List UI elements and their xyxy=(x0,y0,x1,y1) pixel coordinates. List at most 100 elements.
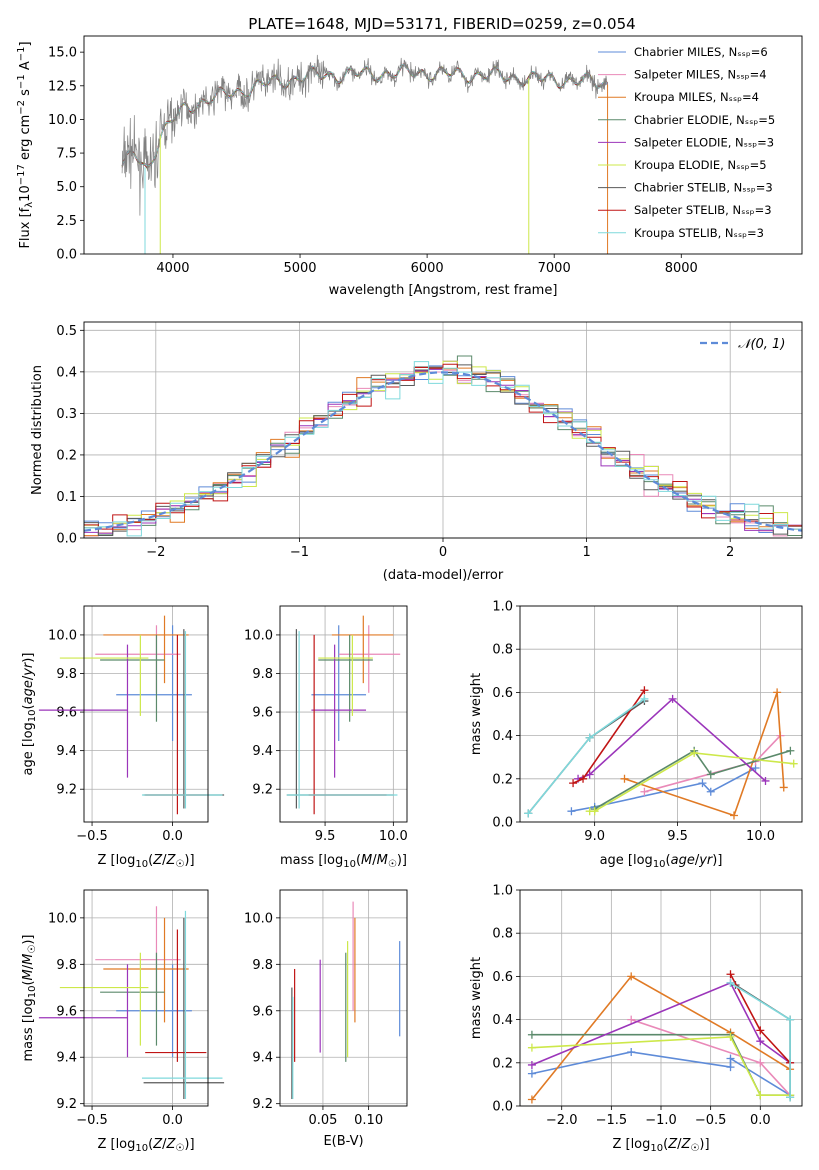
x-tick-label: 0.0 xyxy=(162,1113,183,1128)
y-tick-label: 9.6 xyxy=(252,1004,273,1019)
mass-vs-metallicity-ylabel-part: M xyxy=(21,969,36,980)
age-vs-mass-xlabel-part: )] xyxy=(397,853,407,868)
weight-vs-metallicity-panel-xlabel-part: Z xyxy=(681,1137,692,1152)
legend-entry: Chabrier MILES, Nₛₛₚ=6 xyxy=(634,45,768,59)
residual-xlabel: (data-model)/error xyxy=(383,568,504,583)
spectrum-ylabel-part: Flux [f xyxy=(18,207,33,248)
weight-marker xyxy=(567,807,576,816)
weight-marker xyxy=(585,733,594,742)
weight-vs-age-panel: 9.0 9.5 10.0 0.0 0.2 0.4 0.6 0.8 1.0 age [log10(a… xyxy=(469,600,803,870)
weight-marker xyxy=(620,774,629,783)
y-tick-label: 0.0 xyxy=(492,816,513,831)
age-vs-metallicity-panel-ylabel-part: ( xyxy=(21,704,36,709)
spectrum-title: PLATE=1648, MJD=53171, FIBERID=0259, z=0… xyxy=(248,15,635,33)
y-tick-label: 1.0 xyxy=(492,600,513,615)
weight-marker xyxy=(786,1093,795,1102)
spectrum-ylabel-part: −17 xyxy=(16,164,27,185)
y-tick-label: 9.2 xyxy=(56,783,77,798)
weight-vs-metallicity-panel-xlabel: Z [log10(Z/Z☉)] xyxy=(612,1137,709,1154)
spectrum-ylabel-part: −1 xyxy=(16,74,27,89)
weight-vs-metallicity-panel-xlabel-part: / xyxy=(677,1137,682,1152)
y-tick-label: 9.8 xyxy=(252,667,273,682)
weight-marker xyxy=(726,978,735,987)
y-tick-label: 7.5 xyxy=(56,147,77,162)
x-tick-label: 4000 xyxy=(156,261,189,276)
axes-frame xyxy=(83,35,803,255)
mass-vs-metallicity-ylabel-part: / xyxy=(21,964,36,969)
residual-histogram xyxy=(84,363,802,530)
weight-line xyxy=(577,697,767,782)
weight-marker xyxy=(627,1048,636,1056)
x-tick-label: 10.0 xyxy=(746,829,775,844)
spectrum-ylabel-part: λ xyxy=(24,202,35,208)
weight-marker xyxy=(726,970,735,979)
spectrum-ylabel-part: ] xyxy=(18,41,33,46)
y-tick-label: 0.2 xyxy=(492,1056,513,1071)
weight-vs-age-panel-ylabel: mass weight xyxy=(469,673,484,755)
spectrum-ylabel: Flux [fλ10−17 erg cm−2 s−1 A−1] xyxy=(16,41,35,248)
weight-line xyxy=(644,735,781,793)
age-vs-metallicity-panel-ylabel-part: / xyxy=(21,675,36,680)
x-tick-label: −0.5 xyxy=(76,829,108,844)
x-tick-label: 1 xyxy=(582,545,590,560)
weight-vs-age-panel-xlabel-part: ( xyxy=(666,853,671,868)
residual-ylabel: Normed distribution xyxy=(30,365,45,495)
y-tick-label: 9.8 xyxy=(56,958,77,973)
mass-vs-metallicity-xlabel-part: 10 xyxy=(135,1143,148,1154)
mass-vs-ebv-xlabel: E(B-V) xyxy=(323,1134,363,1149)
spectrum-legend: Chabrier MILES, Nₛₛₚ=6 Salpeter MILES, Nₛ… xyxy=(598,45,775,240)
weight-line xyxy=(571,767,756,812)
weight-marker xyxy=(640,686,649,695)
axes-frame xyxy=(83,321,803,539)
x-tick-label: 9.0 xyxy=(584,829,605,844)
weight-marker xyxy=(527,1069,536,1078)
age-vs-metallicity-panel-xlabel-part: )] xyxy=(184,853,194,868)
age-vs-metallicity-panel-ylabel-part: yr xyxy=(21,661,36,677)
spectrum-ylabel-part: −2 xyxy=(16,100,27,115)
legend-entry: Kroupa STELIB, Nₛₛₚ=3 xyxy=(634,226,764,240)
spectrum-panel: 4000 5000 6000 7000 8000 0.0 2.5 5.0 7.5 10.0 12.5… xyxy=(16,35,803,298)
x-tick-label: −1.0 xyxy=(645,1113,677,1128)
weight-line xyxy=(589,752,794,812)
weight-marker xyxy=(756,1026,765,1035)
y-tick-label: 9.2 xyxy=(56,1097,77,1112)
weight-vs-age-panel-xlabel-part: age [log xyxy=(600,853,653,868)
x-tick-label: 5000 xyxy=(283,261,316,276)
x-tick-label: −2.0 xyxy=(546,1113,578,1128)
y-tick-label: 5.0 xyxy=(56,180,77,195)
y-tick-label: 0.8 xyxy=(492,927,513,942)
weight-marker xyxy=(726,1063,735,1072)
weight-vs-age-panel-xlabel: age [log10(age/yr)] xyxy=(600,853,723,870)
age-vs-metallicity-panel-xlabel-part: Z xyxy=(166,853,177,868)
y-tick-label: 12.5 xyxy=(48,79,77,94)
weight-marker xyxy=(786,1015,795,1024)
age-vs-mass-xlabel-part: mass [log xyxy=(280,853,343,868)
mass-vs-metallicity-ylabel-part: M xyxy=(21,954,36,965)
mass-vs-metallicity-ylabel-part: )] xyxy=(21,935,36,945)
age-vs-metallicity-panel: −0.5 0.09.29.49.69.810.0Z [log10(Z/Z☉)]ag… xyxy=(21,605,225,870)
mass-vs-metallicity-xlabel-part: Z xyxy=(152,1137,163,1152)
spectrum-ylabel-part: −1 xyxy=(16,47,27,62)
mass-vs-metallicity-xlabel: Z [log10(Z/Z☉)] xyxy=(97,1137,194,1154)
weight-line xyxy=(531,975,791,1101)
mass-vs-metallicity-ylabel-part: ( xyxy=(21,980,36,985)
y-tick-label: 9.4 xyxy=(56,1051,77,1066)
x-tick-label: −1.5 xyxy=(596,1113,628,1128)
weight-line xyxy=(624,692,785,817)
y-tick-label: 10.0 xyxy=(48,911,77,926)
age-vs-metallicity-panel-xlabel-part: / xyxy=(162,853,167,868)
y-tick-label: 0.3 xyxy=(56,407,77,422)
y-tick-label: 10.0 xyxy=(244,628,273,643)
weight-vs-metallicity-panel-xlabel-part: 10 xyxy=(650,1143,663,1154)
x-tick-label: 0.05 xyxy=(308,1113,337,1128)
weight-line xyxy=(572,689,646,784)
weight-marker xyxy=(761,776,770,785)
weight-marker xyxy=(706,770,715,779)
y-tick-label: 0.5 xyxy=(56,324,77,339)
gaussian-curve xyxy=(83,371,803,532)
age-vs-metallicity-panel-ylabel: age [log10(age/yr)] xyxy=(21,653,38,776)
weight-marker xyxy=(729,811,738,820)
y-tick-label: 0.0 xyxy=(56,248,77,263)
mass-vs-metallicity-ylabel-part: ☉ xyxy=(27,945,38,954)
mass-vs-ebv-panel: 0.05 0.10 9.2 9.4 9.6 9.8 10.0 E(B-V) xyxy=(244,889,408,1149)
